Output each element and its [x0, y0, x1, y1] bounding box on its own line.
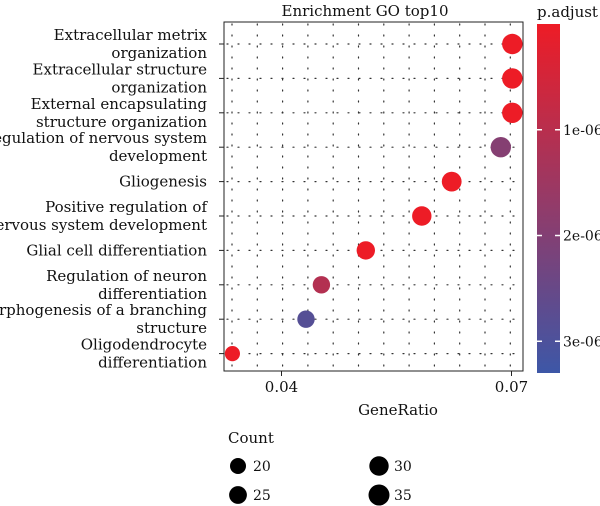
- size-legend-label: 25: [253, 488, 271, 504]
- y-tick-label: Oligodendrocyte differentiation: [81, 336, 208, 372]
- color-legend-label: 2e-06: [563, 229, 600, 245]
- size-legend-key: [368, 484, 390, 506]
- data-point: [502, 68, 523, 89]
- y-tick-labels: Extracellular metrix organizationExtracel…: [0, 26, 224, 372]
- color-legend-title: p.adjust: [537, 3, 598, 21]
- y-tick-label: Positive regulation of nervous system dev…: [0, 198, 208, 234]
- data-point: [502, 102, 523, 124]
- y-tick-label-line: Glial cell differentiation: [26, 241, 207, 259]
- data-point: [412, 206, 432, 226]
- data-point: [441, 171, 462, 192]
- y-tick-label-line: structure: [136, 319, 207, 337]
- y-tick-label-line: Oligodendrocyte: [81, 336, 207, 354]
- y-tick-label-line: nervous system development: [0, 216, 207, 234]
- data-point: [502, 33, 523, 55]
- chart-title: Enrichment GO top10: [282, 2, 449, 20]
- data-point: [297, 310, 315, 328]
- color-legend-label: 1e-06: [563, 123, 600, 139]
- data-point: [490, 137, 511, 158]
- y-tick-label: Gliogenesis: [119, 173, 207, 191]
- y-tick-label: Regulation of neuron differentiation: [46, 267, 207, 303]
- y-tick-label-line: Extracellular metrix: [54, 26, 208, 44]
- y-tick-label-line: organization: [111, 44, 207, 62]
- plot-panel: [223, 21, 524, 372]
- data-point: [356, 241, 375, 260]
- color-legend-label: 3e-06: [563, 334, 600, 350]
- y-tick-label-line: differentiation: [98, 354, 207, 372]
- size-legend-label: 35: [394, 488, 412, 504]
- size-legend-key: [369, 456, 389, 476]
- x-axis-title: GeneRatio: [358, 401, 438, 419]
- x-axis: 0.04 0.07: [265, 371, 528, 396]
- x-tick-label: 0.04: [265, 378, 298, 396]
- y-tick-label-line: External encapsulating: [31, 95, 208, 113]
- y-tick-label: Extracellular metrix organization: [54, 26, 208, 62]
- color-legend-ticks: 1e-06 2e-06 3e-06: [537, 123, 600, 350]
- size-legend-label: 30: [394, 459, 412, 475]
- y-tick-label: External encapsulating structure organiza…: [31, 95, 208, 131]
- y-tick-label-line: Gliogenesis: [119, 173, 207, 191]
- y-tick-label-line: differentiation: [98, 285, 207, 303]
- x-tick-label: 0.07: [495, 378, 528, 396]
- data-point: [312, 276, 331, 294]
- data-point: [224, 346, 240, 362]
- y-tick-label-line: Extracellular structure: [33, 60, 208, 78]
- y-tick-label-line: organization: [111, 78, 207, 96]
- y-tick-label: Extracellular structure organization: [33, 60, 208, 96]
- y-tick-label-line: Morphogenesis of a branching: [0, 301, 207, 319]
- size-legend-title: Count: [228, 429, 274, 447]
- data-points: [224, 33, 523, 362]
- y-tick-label-line: structure organization: [36, 113, 207, 131]
- size-legend: 20 25 30 35: [229, 456, 412, 506]
- y-tick-label-line: Positive regulation of: [45, 198, 208, 216]
- y-tick-label-line: development: [109, 147, 207, 165]
- y-tick-label-line: Regulation of neuron: [46, 267, 207, 285]
- color-legend-bar: [537, 24, 560, 373]
- y-tick-label-line: Regulation of nervous system: [0, 129, 207, 147]
- y-tick-label: Glial cell differentiation: [26, 241, 207, 259]
- size-legend-key: [229, 486, 247, 504]
- size-legend-label: 20: [253, 459, 271, 475]
- size-legend-key: [230, 458, 246, 474]
- y-tick-label: Regulation of nervous system development: [0, 129, 207, 165]
